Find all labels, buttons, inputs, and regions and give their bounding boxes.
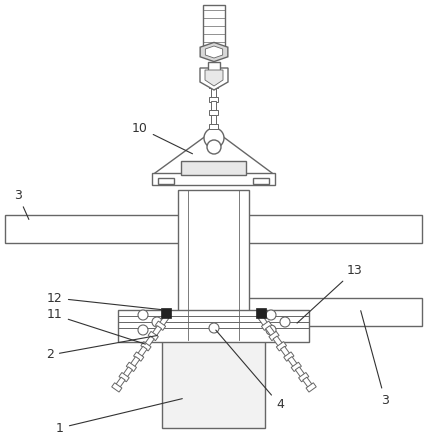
Text: 12: 12 xyxy=(47,291,162,310)
Bar xyxy=(256,308,265,318)
Polygon shape xyxy=(133,352,144,361)
Polygon shape xyxy=(258,315,267,326)
Text: 10: 10 xyxy=(132,121,192,154)
Bar xyxy=(5,215,421,243)
Polygon shape xyxy=(211,88,216,97)
Polygon shape xyxy=(211,115,216,124)
Polygon shape xyxy=(211,74,216,83)
Bar xyxy=(178,190,248,340)
Text: 13: 13 xyxy=(296,264,362,323)
Bar xyxy=(207,62,219,72)
Circle shape xyxy=(138,310,148,320)
Bar xyxy=(248,298,421,326)
Polygon shape xyxy=(126,362,136,372)
Polygon shape xyxy=(130,357,139,367)
Polygon shape xyxy=(209,97,218,101)
Circle shape xyxy=(204,128,224,148)
Polygon shape xyxy=(265,326,274,336)
Text: 3: 3 xyxy=(360,311,388,407)
Polygon shape xyxy=(283,352,293,361)
Polygon shape xyxy=(152,326,161,336)
Polygon shape xyxy=(305,383,316,392)
Polygon shape xyxy=(155,321,165,330)
Bar xyxy=(158,178,173,184)
Text: 2: 2 xyxy=(46,335,157,361)
Bar xyxy=(253,178,268,184)
Text: 1: 1 xyxy=(56,399,182,435)
Polygon shape xyxy=(141,342,151,351)
Polygon shape xyxy=(280,346,289,357)
Circle shape xyxy=(279,317,289,327)
Polygon shape xyxy=(272,336,282,346)
Polygon shape xyxy=(205,46,222,58)
Polygon shape xyxy=(295,367,304,377)
Polygon shape xyxy=(302,377,311,387)
Circle shape xyxy=(208,323,219,333)
Circle shape xyxy=(265,325,275,335)
Polygon shape xyxy=(123,367,132,377)
Polygon shape xyxy=(268,331,279,341)
Polygon shape xyxy=(209,110,218,115)
Polygon shape xyxy=(115,377,125,387)
Polygon shape xyxy=(276,342,286,351)
Polygon shape xyxy=(119,373,129,382)
Bar xyxy=(161,308,170,318)
Text: 4: 4 xyxy=(215,330,283,412)
Polygon shape xyxy=(211,101,216,110)
Text: 3: 3 xyxy=(14,189,29,219)
Polygon shape xyxy=(287,357,296,367)
Bar xyxy=(161,340,265,428)
Polygon shape xyxy=(144,336,154,346)
Polygon shape xyxy=(199,68,227,90)
Bar xyxy=(118,310,308,342)
Circle shape xyxy=(152,317,161,327)
Polygon shape xyxy=(209,124,218,129)
Bar xyxy=(202,5,225,47)
Circle shape xyxy=(265,310,275,320)
Polygon shape xyxy=(261,321,271,330)
Polygon shape xyxy=(209,83,218,88)
Circle shape xyxy=(207,140,221,154)
Polygon shape xyxy=(159,315,168,326)
Polygon shape xyxy=(137,346,147,357)
Polygon shape xyxy=(200,43,227,62)
Polygon shape xyxy=(291,362,301,372)
Circle shape xyxy=(138,325,148,335)
Bar xyxy=(152,173,274,185)
Polygon shape xyxy=(298,373,308,382)
Text: 11: 11 xyxy=(47,308,145,344)
Polygon shape xyxy=(148,331,158,341)
Polygon shape xyxy=(204,70,222,86)
Polygon shape xyxy=(112,383,122,392)
Bar xyxy=(181,161,245,175)
